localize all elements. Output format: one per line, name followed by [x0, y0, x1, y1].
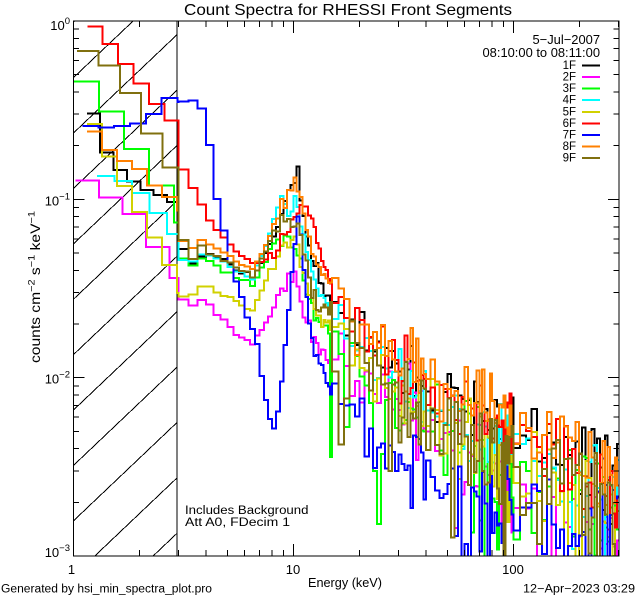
svg-text:100: 100	[502, 562, 524, 577]
svg-text:Includes Background: Includes Background	[185, 505, 309, 517]
svg-text:Count Spectra for RHESSI Front: Count Spectra for RHESSI Front Segments	[184, 2, 512, 19]
svg-text:Generated by hsi_min_spectra_p: Generated by hsi_min_spectra_plot.pro	[1, 584, 212, 596]
svg-text:2F: 2F	[563, 72, 576, 84]
svg-text:10: 10	[286, 562, 300, 577]
svg-text:7F: 7F	[563, 129, 576, 141]
svg-text:1: 1	[68, 562, 75, 577]
svg-text:08:10:00 to 08:11:00: 08:10:00 to 08:11:00	[483, 45, 601, 60]
svg-text:6F: 6F	[563, 118, 576, 130]
svg-text:8F: 8F	[563, 141, 576, 153]
svg-text:Energy (keV): Energy (keV)	[308, 576, 382, 590]
svg-text:1F: 1F	[563, 60, 576, 72]
svg-text:12−Apr−2023 03:29: 12−Apr−2023 03:29	[523, 584, 635, 596]
svg-text:5−Jul−2007: 5−Jul−2007	[533, 32, 601, 47]
svg-text:Att A0, FDecim 1: Att A0, FDecim 1	[185, 517, 290, 529]
svg-text:4F: 4F	[563, 95, 576, 107]
svg-text:3F: 3F	[563, 83, 576, 95]
svg-text:5F: 5F	[563, 106, 576, 118]
svg-text:9F: 9F	[563, 153, 576, 165]
svg-text:counts cm−2 s−1 keV−1: counts cm−2 s−1 keV−1	[27, 211, 44, 363]
